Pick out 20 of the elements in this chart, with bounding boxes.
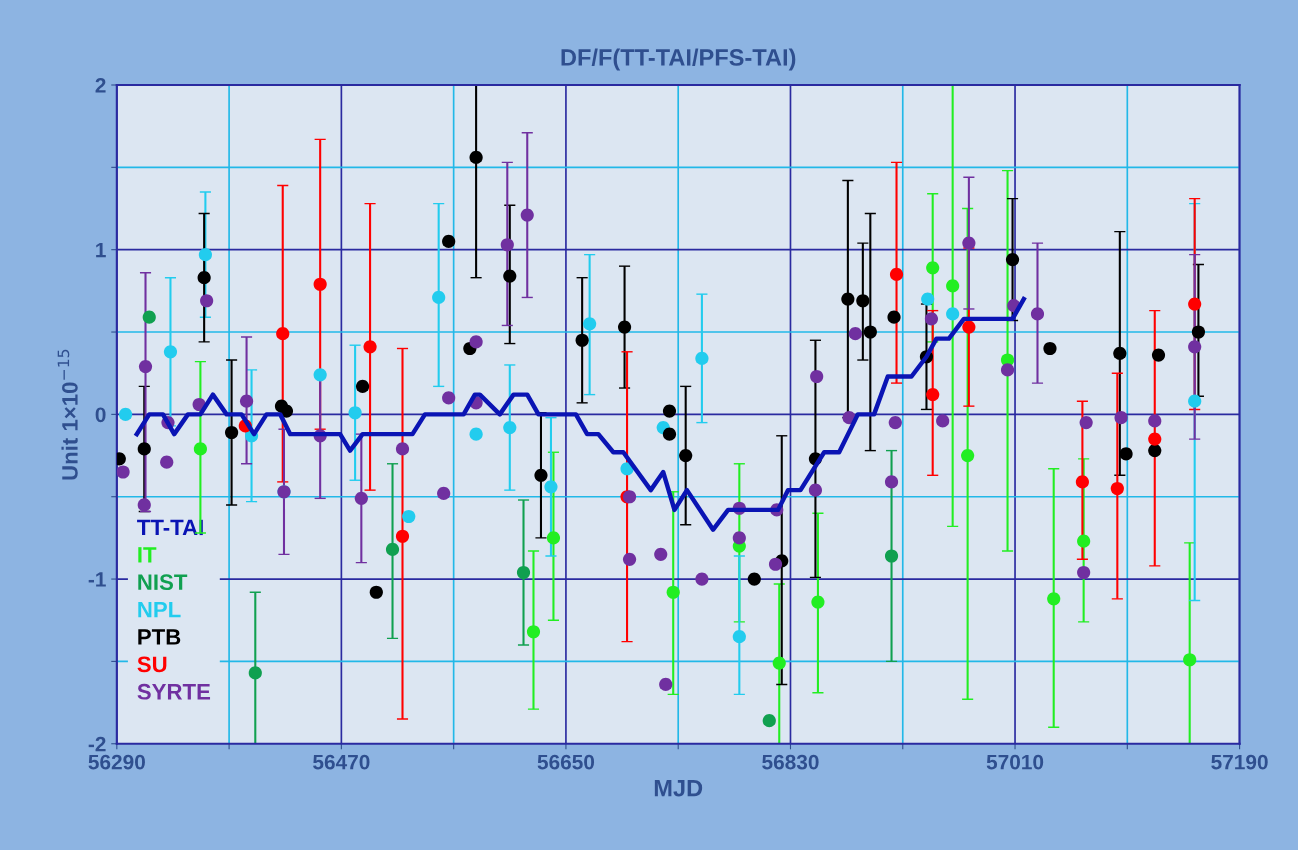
x-tick-label: 56470 — [313, 754, 370, 770]
x-tick-label: 56650 — [537, 754, 595, 770]
y-tick-label: 2 — [95, 78, 106, 93]
text: SYRTE — [137, 683, 211, 700]
x-tick-label: 56290 — [88, 754, 145, 770]
chart-title: DF/F(TT-TAI/PFS-TAI) — [561, 48, 796, 71]
x-tick-label: 56830 — [762, 754, 819, 770]
x-axis-title: MJD — [654, 780, 703, 797]
x-tick-label: 57190 — [1211, 754, 1268, 770]
y-tick-label: 1 — [96, 242, 106, 258]
text: IT — [138, 547, 157, 563]
text: SU — [137, 656, 167, 673]
y-tick-label: -2 — [88, 736, 106, 752]
y-tick-label: -1 — [88, 572, 106, 587]
text: PTB — [138, 629, 181, 645]
text: NIST — [138, 574, 188, 591]
y-tick-label: 0 — [95, 407, 106, 423]
x-tick-label: 57010 — [986, 754, 1044, 770]
y-axis-title: Unit 1×10$^{−15}$ — [57, 349, 78, 480]
text: NPL — [138, 601, 181, 618]
